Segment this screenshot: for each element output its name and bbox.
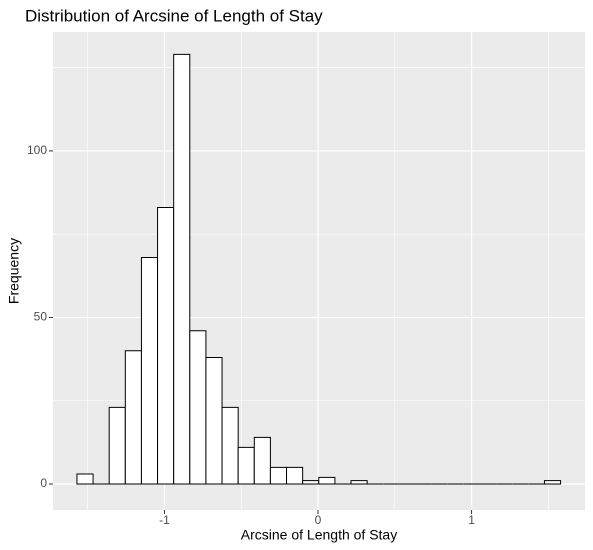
bar (286, 466, 304, 485)
bar (237, 446, 255, 485)
bar (157, 207, 175, 485)
bar (76, 473, 94, 485)
bar (302, 480, 320, 485)
bar (350, 480, 368, 485)
bar (318, 476, 336, 485)
x-tick-label: -1 (159, 513, 170, 527)
chart-title: Distribution of Arcsine of Length of Sta… (25, 6, 323, 25)
y-tick-label: 100 (27, 143, 47, 157)
bar (205, 356, 223, 485)
x-axis-label: Arcsine of Length of Stay (241, 527, 397, 543)
bar (253, 436, 271, 485)
bar (124, 350, 142, 485)
x-tick-label: 0 (315, 513, 322, 527)
bar (269, 466, 288, 485)
bar (173, 53, 191, 485)
y-tick-label: 0 (40, 476, 47, 490)
bar (543, 480, 562, 485)
x-tick-label: 1 (468, 513, 475, 527)
bar (108, 406, 126, 485)
bar (140, 257, 159, 485)
bar (221, 406, 239, 485)
y-axis-label: Frequency (6, 238, 22, 304)
y-tick-label: 50 (34, 310, 48, 324)
bar (189, 330, 207, 485)
